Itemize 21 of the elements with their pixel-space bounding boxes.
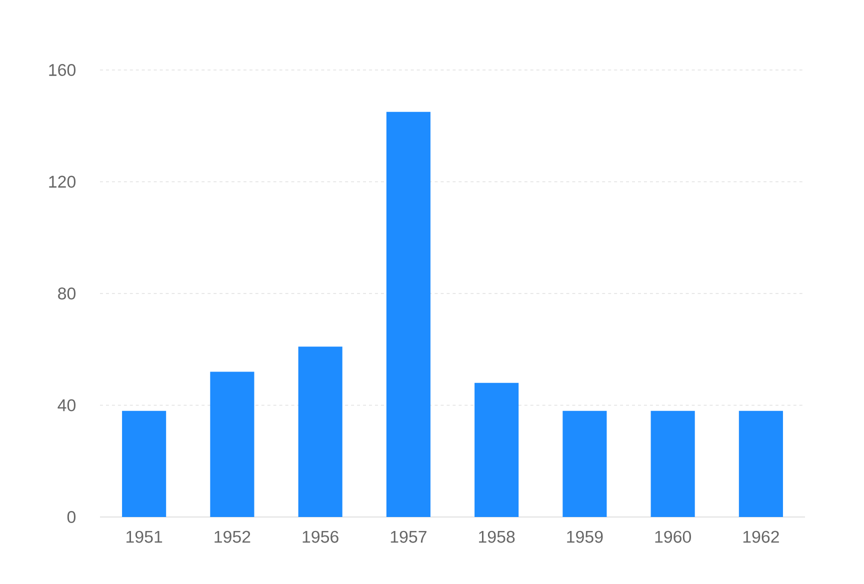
y-tick-label: 160 bbox=[49, 64, 76, 76]
bar bbox=[650, 410, 695, 517]
bar bbox=[562, 410, 607, 517]
x-tick-label: 1959 bbox=[567, 530, 603, 543]
bar bbox=[210, 372, 254, 517]
x-tick-label: 1958 bbox=[479, 530, 515, 543]
y-tick-label: 120 bbox=[49, 176, 76, 188]
x-tick-label: 1962 bbox=[743, 530, 779, 543]
y-tick-label: 0 bbox=[67, 511, 76, 523]
bar bbox=[298, 346, 342, 517]
bar bbox=[738, 410, 783, 517]
bar bbox=[386, 112, 430, 517]
y-tick-label: 40 bbox=[58, 399, 76, 412]
y-tick-label: 80 bbox=[58, 288, 76, 300]
x-tick-label: 1951 bbox=[126, 530, 162, 543]
bar bbox=[122, 410, 166, 517]
bar bbox=[474, 382, 519, 517]
x-tick-label: 1957 bbox=[390, 530, 426, 543]
x-tick-label: 1960 bbox=[655, 530, 691, 543]
x-tick-label: 1952 bbox=[214, 530, 250, 543]
x-tick-label: 1956 bbox=[302, 530, 338, 543]
